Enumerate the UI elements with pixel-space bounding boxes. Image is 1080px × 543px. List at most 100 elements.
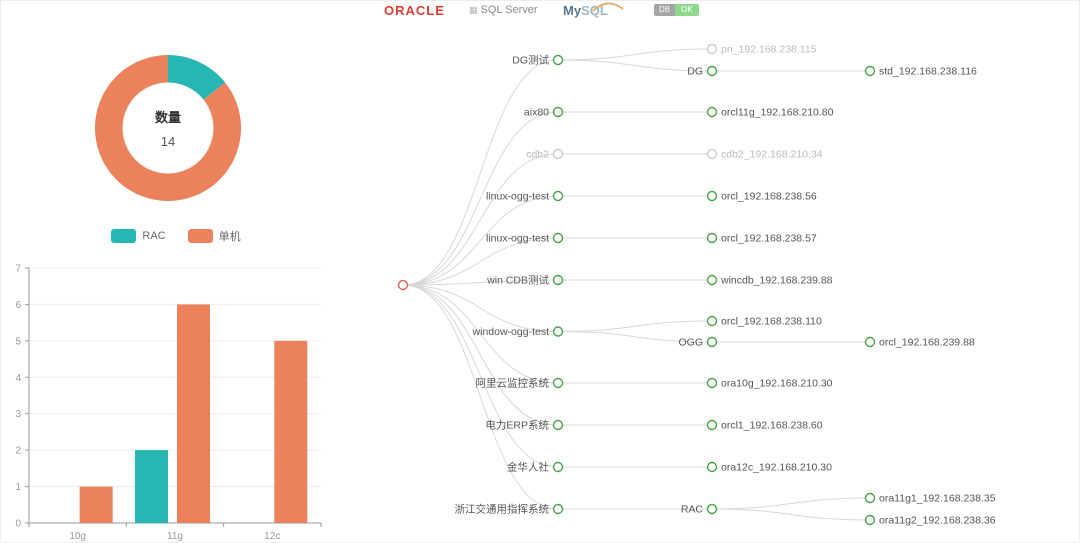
tree-node-label: aix80: [524, 107, 549, 119]
tree-link: [402, 284, 559, 426]
legend-label: 单机: [218, 231, 241, 243]
tree-node[interactable]: [864, 492, 876, 504]
tree-node[interactable]: [552, 274, 564, 286]
bar-chart: 0 1 2 3 4 5 6 7 10g 11g 12c: [15, 264, 322, 542]
legend-label: RAC: [142, 230, 166, 242]
status-badge-left: DB: [654, 4, 676, 16]
tree-node[interactable]: [706, 43, 718, 55]
tree-node-label: orcl_192.168.238.110: [721, 316, 822, 328]
tree-node-label: cdb2: [526, 149, 549, 161]
oracle-logo: ORACLE: [384, 3, 445, 18]
tree-node[interactable]: [552, 54, 564, 66]
legend-item-RAC[interactable]: RAC: [111, 228, 166, 244]
tree-node[interactable]: [706, 336, 718, 348]
tree-node[interactable]: [552, 377, 564, 389]
tree-node[interactable]: [706, 190, 718, 202]
status-badge-right: OK: [675, 4, 699, 16]
tree-node-label: 金华人社: [507, 461, 549, 474]
tree-node[interactable]: [706, 461, 718, 473]
tree-node[interactable]: [552, 148, 564, 160]
tree-node[interactable]: [706, 65, 718, 77]
tree-node-label: orcl_192.168.239.88: [879, 337, 975, 349]
tree-link: [402, 279, 559, 286]
tree-node-label: 电力ERP系统: [485, 419, 549, 432]
tree-link: [402, 59, 559, 286]
tree-link: [557, 331, 713, 343]
tree-node[interactable]: [552, 326, 564, 337]
tree-node[interactable]: [552, 419, 564, 431]
tree-node-label: orcl1_192.168.238.60: [721, 420, 823, 432]
tree-node[interactable]: [552, 106, 564, 118]
sqlserver-logo: ▦ SQL Server: [469, 4, 538, 16]
tree-node[interactable]: [706, 419, 718, 431]
tree-node[interactable]: [706, 503, 718, 515]
legend-item-单机[interactable]: 单机: [187, 228, 241, 244]
legend-swatch: [111, 229, 137, 243]
donut-slice-RAC[interactable]: [168, 55, 226, 100]
y-tick-label: 7: [15, 264, 21, 275]
tree-node-label: linux-ogg-test: [486, 233, 549, 245]
tree-node-label: DG测试: [512, 54, 549, 67]
tree-node[interactable]: [706, 232, 718, 244]
tree-node-label: OGG: [678, 337, 703, 349]
donut-chart: [95, 55, 241, 201]
donut-center-label: 数量 14: [78, 107, 258, 149]
tree-node[interactable]: [706, 315, 718, 327]
tree-node-label: ora11g2_192.168.238.36: [879, 515, 996, 527]
tree-link: [402, 284, 559, 384]
donut-title: 数量: [154, 110, 181, 125]
tree-node[interactable]: [864, 514, 876, 526]
bar-RAC-11g[interactable]: [135, 450, 168, 523]
tree-node[interactable]: [706, 377, 718, 389]
tree-node[interactable]: [552, 461, 564, 473]
y-tick-label: 1: [15, 482, 21, 493]
bar-单机-12c[interactable]: [274, 340, 308, 523]
tree-node-label: orcl_192.168.238.56: [721, 191, 817, 203]
tree-link: [402, 284, 559, 332]
tree-node[interactable]: [552, 232, 564, 244]
tree-node-label: pri_192.168.238.115: [721, 44, 817, 56]
tree-link: [402, 111, 559, 286]
status-badge: DB OK: [654, 4, 699, 16]
sqlserver-icon: ▦: [469, 4, 478, 15]
x-category-label: 10g: [69, 531, 86, 542]
tree-node-label: orcl11g_192.168.210.80: [721, 107, 834, 119]
tree-node-label: std_192.168.238.116: [879, 66, 977, 78]
tree-link: [402, 284, 559, 510]
y-tick-label: 3: [15, 409, 21, 420]
y-tick-label: 0: [15, 519, 21, 530]
tree-node-label: ora11g1_192.168.238.35: [879, 493, 996, 505]
tree-node[interactable]: [864, 65, 876, 77]
tree-node-label: ora12c_192.168.210.30: [721, 462, 832, 474]
tree-node-label: linux-ogg-test: [486, 191, 549, 203]
tree-node-label: ora10g_192.168.210.30: [721, 378, 833, 390]
tree-link: [557, 320, 713, 332]
tree-node-label: 阿里云监控系统: [476, 377, 550, 390]
tree-link: [402, 237, 559, 286]
donut-slice-单机[interactable]: [95, 55, 241, 201]
tree-node[interactable]: [397, 279, 409, 291]
tree-node-label: window-ogg-test: [472, 326, 550, 338]
tree-node[interactable]: [552, 190, 564, 202]
bar-单机-11g[interactable]: [177, 304, 210, 523]
tree-node-label: 浙江交通用指挥系统: [455, 503, 550, 516]
tree-link: [711, 508, 871, 521]
tree-node[interactable]: [706, 148, 718, 160]
mysql-logo: MySQL: [563, 2, 624, 18]
tree-node[interactable]: [706, 106, 718, 118]
tree-node[interactable]: [706, 274, 718, 286]
tree-node-label: orcl_192.168.238.57: [721, 233, 817, 245]
tree-node[interactable]: [552, 503, 564, 515]
tree-node-label: win CDB测试: [486, 274, 549, 287]
legend-swatch: [187, 229, 213, 243]
y-tick-label: 5: [15, 336, 21, 347]
tree-link: [402, 195, 559, 286]
mysql-logo-my: My: [563, 3, 582, 18]
tree-node[interactable]: [864, 336, 876, 348]
tree-link: [711, 497, 871, 510]
x-category-label: 11g: [167, 531, 183, 542]
bar-单机-10g[interactable]: [79, 486, 113, 523]
tree-link: [402, 153, 559, 286]
tree-node-label: RAC: [681, 504, 704, 516]
tree-node-label: DG: [687, 66, 703, 78]
